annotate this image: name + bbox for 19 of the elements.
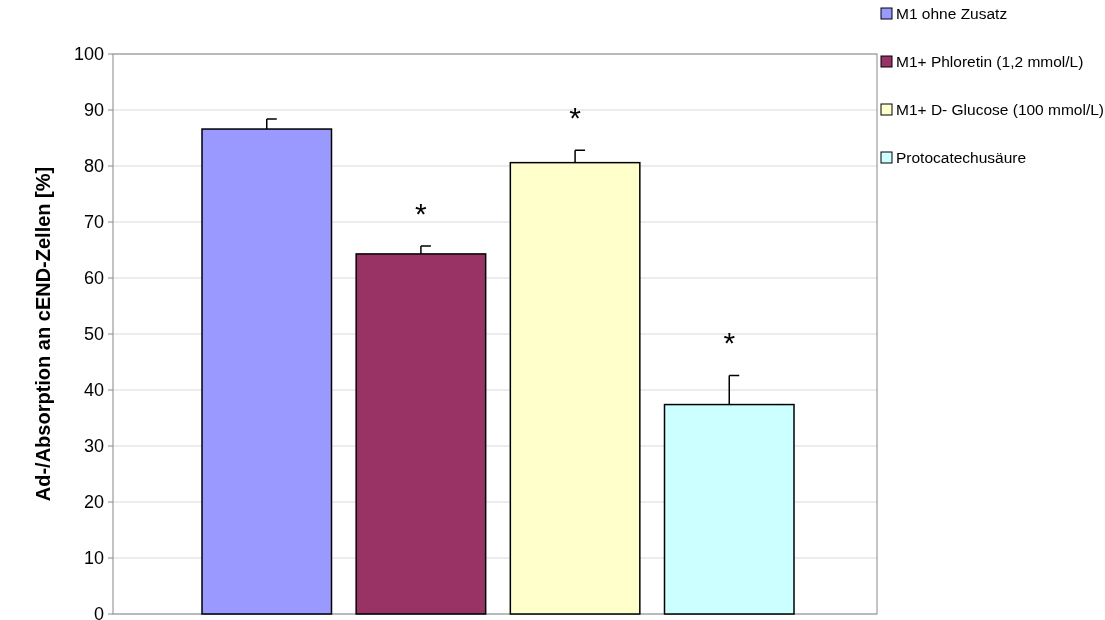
legend-label: Protocatechusäure [896,149,1027,167]
y-tick-label: 70 [83,212,104,233]
y-tick-label: 50 [83,324,104,345]
y-axis-title: Ad-/Absorption an cEND-Zellen [%] [32,166,54,502]
y-tick-label: 100 [73,44,104,65]
y-tick-label: 90 [83,100,104,121]
legend-label: M1 ohne Zusatz [896,5,1008,23]
y-tick-label: 40 [83,380,104,401]
legend-label: M1+ Phloretin (1,2 mmol/L) [896,53,1084,71]
data-label: * [415,197,428,231]
y-tick-label: 80 [83,156,104,177]
y-tick-label: 10 [83,548,104,569]
y-tick-label: 20 [83,492,104,513]
data-label: * [569,101,582,135]
y-tick-label: 0 [93,604,104,620]
y-tick-label: 30 [83,436,104,457]
legend-label: M1+ D- Glucose (100 mmol/L) [896,101,1105,119]
data-label: * [723,326,736,360]
y-tick-label: 60 [83,268,104,289]
